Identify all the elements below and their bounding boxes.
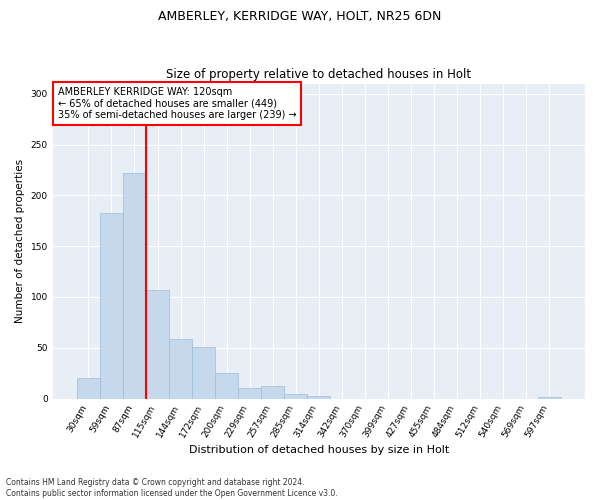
Bar <box>215 373 238 398</box>
Bar <box>538 396 561 398</box>
Bar <box>100 212 123 398</box>
Bar <box>261 386 284 398</box>
Y-axis label: Number of detached properties: Number of detached properties <box>15 159 25 323</box>
Text: AMBERLEY KERRIDGE WAY: 120sqm
← 65% of detached houses are smaller (449)
35% of : AMBERLEY KERRIDGE WAY: 120sqm ← 65% of d… <box>58 86 296 120</box>
Text: AMBERLEY, KERRIDGE WAY, HOLT, NR25 6DN: AMBERLEY, KERRIDGE WAY, HOLT, NR25 6DN <box>158 10 442 23</box>
Bar <box>169 338 192 398</box>
Bar <box>238 388 261 398</box>
Bar <box>284 394 307 398</box>
Title: Size of property relative to detached houses in Holt: Size of property relative to detached ho… <box>166 68 472 81</box>
Bar <box>307 396 331 398</box>
Bar <box>146 290 169 399</box>
X-axis label: Distribution of detached houses by size in Holt: Distribution of detached houses by size … <box>189 445 449 455</box>
Bar <box>123 173 146 398</box>
Bar <box>192 347 215 399</box>
Bar <box>77 378 100 398</box>
Text: Contains HM Land Registry data © Crown copyright and database right 2024.
Contai: Contains HM Land Registry data © Crown c… <box>6 478 338 498</box>
